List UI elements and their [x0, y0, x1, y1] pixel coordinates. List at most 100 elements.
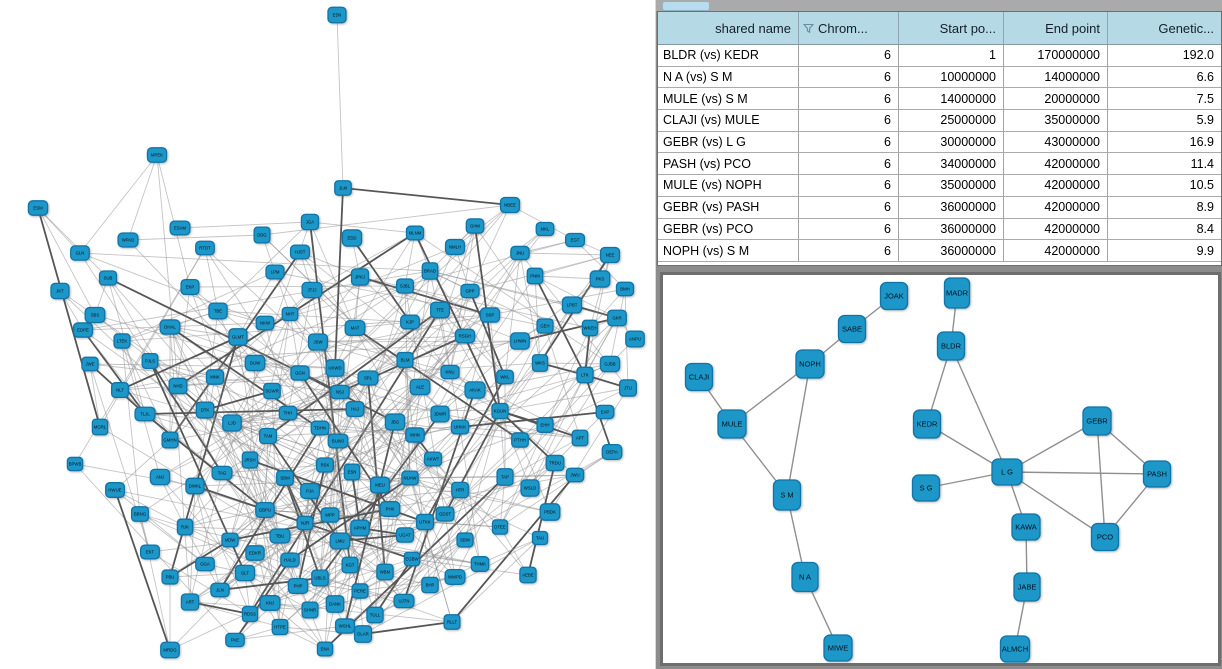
network-node[interactable]: MDW: [221, 532, 239, 548]
network-edge[interactable]: [169, 376, 216, 441]
network-node[interactable]: TAG: [211, 465, 233, 481]
network-edge[interactable]: [189, 285, 406, 288]
network-edge[interactable]: [214, 271, 276, 378]
network-node[interactable]: NSJ: [330, 384, 350, 400]
network-edge[interactable]: [311, 232, 416, 291]
network-node[interactable]: BLM: [396, 351, 414, 369]
table-cell[interactable]: 34000000: [899, 153, 1004, 176]
network-node[interactable]: SPL: [357, 370, 379, 386]
network-edge[interactable]: [244, 572, 311, 611]
network-edge[interactable]: [184, 367, 336, 528]
network-edge[interactable]: [127, 234, 263, 241]
network-edge[interactable]: [337, 309, 441, 442]
network-edge[interactable]: [279, 535, 481, 565]
network-edge[interactable]: [444, 513, 456, 578]
scrollbar-thumb[interactable]: [662, 1, 710, 11]
subnetwork-canvas[interactable]: JOAK MADR SABE NOPH CLAJI BLDR MULE KEDR GEBR L G…: [663, 275, 1218, 663]
network-node[interactable]: WPAD: [117, 232, 139, 248]
table-cell[interactable]: 6.6: [1108, 67, 1221, 89]
network-node[interactable]: TDHN: [310, 420, 330, 436]
network-edge[interactable]: [114, 489, 171, 651]
network-node[interactable]: NHD: [168, 377, 188, 395]
network-node[interactable]: AKWT: [423, 451, 443, 467]
network-node[interactable]: WKEH: [581, 319, 599, 337]
network-node[interactable]: RJK: [176, 518, 194, 536]
network-node[interactable]: TLJL: [134, 406, 156, 422]
network-edge[interactable]: [534, 275, 541, 364]
network-edge[interactable]: [189, 601, 281, 628]
network-node[interactable]: UTKK: [415, 513, 435, 531]
network-view-main[interactable]: ESN JLM MPEK ESM NBEE GKR EDPE ESAM JGA GHM MKL WPA…: [0, 0, 655, 669]
network-edge[interactable]: [79, 252, 151, 362]
network-node[interactable]: PNM: [526, 267, 544, 285]
network-node[interactable]: LPBT: [561, 296, 583, 314]
network-edge[interactable]: [179, 221, 311, 229]
network-node[interactable]: GGN: [290, 365, 310, 381]
network-edge[interactable]: [204, 409, 351, 566]
network-node[interactable]: SUB: [98, 270, 118, 286]
network-edge[interactable]: [404, 437, 581, 536]
table-cell[interactable]: 42000000: [1004, 153, 1108, 176]
network-node[interactable]: JSW: [307, 333, 329, 351]
table-row[interactable]: NOPH (vs) S M 6 36000000 42000000 9.9: [658, 240, 1221, 262]
network-edge[interactable]: [539, 362, 611, 365]
network-edge[interactable]: [169, 326, 206, 411]
network-node[interactable]: JABE: [1013, 572, 1041, 602]
network-node[interactable]: EGT: [564, 232, 586, 248]
network-edge[interactable]: [504, 252, 521, 378]
network-view-subnetwork[interactable]: JOAK MADR SABE NOPH CLAJI BLDR MULE KEDR GEBR L G…: [660, 272, 1221, 666]
network-node[interactable]: KAWA: [1011, 513, 1041, 541]
network-node[interactable]: RSK: [315, 457, 335, 473]
network-edge[interactable]: [574, 239, 626, 290]
network-node[interactable]: GJBB: [599, 355, 621, 373]
network-edge[interactable]: [339, 410, 501, 542]
network-node[interactable]: TAM: [259, 427, 277, 445]
network-node[interactable]: UKWD: [325, 359, 345, 377]
network-node[interactable]: DUW: [244, 354, 266, 372]
network-node[interactable]: APT: [571, 429, 589, 447]
network-edge[interactable]: [362, 621, 453, 635]
table-cell[interactable]: CLAJI (vs) MULE: [658, 110, 799, 132]
network-edge[interactable]: [119, 336, 239, 391]
network-node[interactable]: ESN: [327, 6, 347, 24]
network-edge[interactable]: [299, 251, 356, 329]
column-header-start-point[interactable]: Start po...: [899, 12, 1004, 45]
network-edge[interactable]: [362, 537, 541, 635]
network-node[interactable]: MADR: [943, 277, 971, 309]
network-node[interactable]: DHAL: [159, 319, 181, 335]
network-node[interactable]: GLMT: [228, 328, 248, 346]
network-edge[interactable]: [344, 539, 466, 627]
table-cell[interactable]: 1: [899, 45, 1004, 67]
network-edge[interactable]: [299, 327, 356, 374]
network-node[interactable]: SABE: [837, 314, 867, 344]
network-edge[interactable]: [189, 485, 196, 603]
network-node[interactable]: UHKK: [450, 419, 470, 435]
network-edge[interactable]: [194, 376, 216, 487]
table-cell[interactable]: 6: [799, 66, 899, 89]
network-node[interactable]: TTE: [430, 301, 450, 319]
main-network-canvas[interactable]: ESN JLM MPEK ESM NBEE GKR EDPE ESAM JGA GHM MKL WPA…: [0, 0, 655, 669]
network-node[interactable]: ESN: [343, 463, 361, 481]
network-edge[interactable]: [429, 270, 546, 327]
network-edge[interactable]: [950, 345, 1008, 473]
table-cell[interactable]: 43000000: [1004, 131, 1108, 154]
network-edge[interactable]: [549, 387, 629, 513]
network-edge[interactable]: [156, 154, 179, 387]
network-edge[interactable]: [359, 276, 491, 316]
network-node[interactable]: PTHH: [511, 432, 529, 448]
network-edge[interactable]: [499, 317, 618, 528]
table-cell[interactable]: 25000000: [899, 110, 1004, 132]
network-node[interactable]: KGT: [341, 556, 359, 574]
network-node[interactable]: JOAK: [879, 281, 909, 311]
network-node[interactable]: PAE: [225, 632, 245, 648]
network-edge[interactable]: [234, 625, 346, 641]
network-node[interactable]: S G: [911, 474, 941, 502]
network-edge[interactable]: [609, 288, 626, 365]
network-node[interactable]: BPWB: [66, 456, 84, 472]
network-edge[interactable]: [194, 485, 221, 591]
network-edge[interactable]: [289, 527, 361, 561]
network-node[interactable]: MEU: [369, 476, 391, 494]
network-node[interactable]: UBLS: [311, 569, 329, 587]
network-node[interactable]: HJST: [289, 244, 311, 260]
network-node[interactable]: MHN: [405, 427, 425, 443]
